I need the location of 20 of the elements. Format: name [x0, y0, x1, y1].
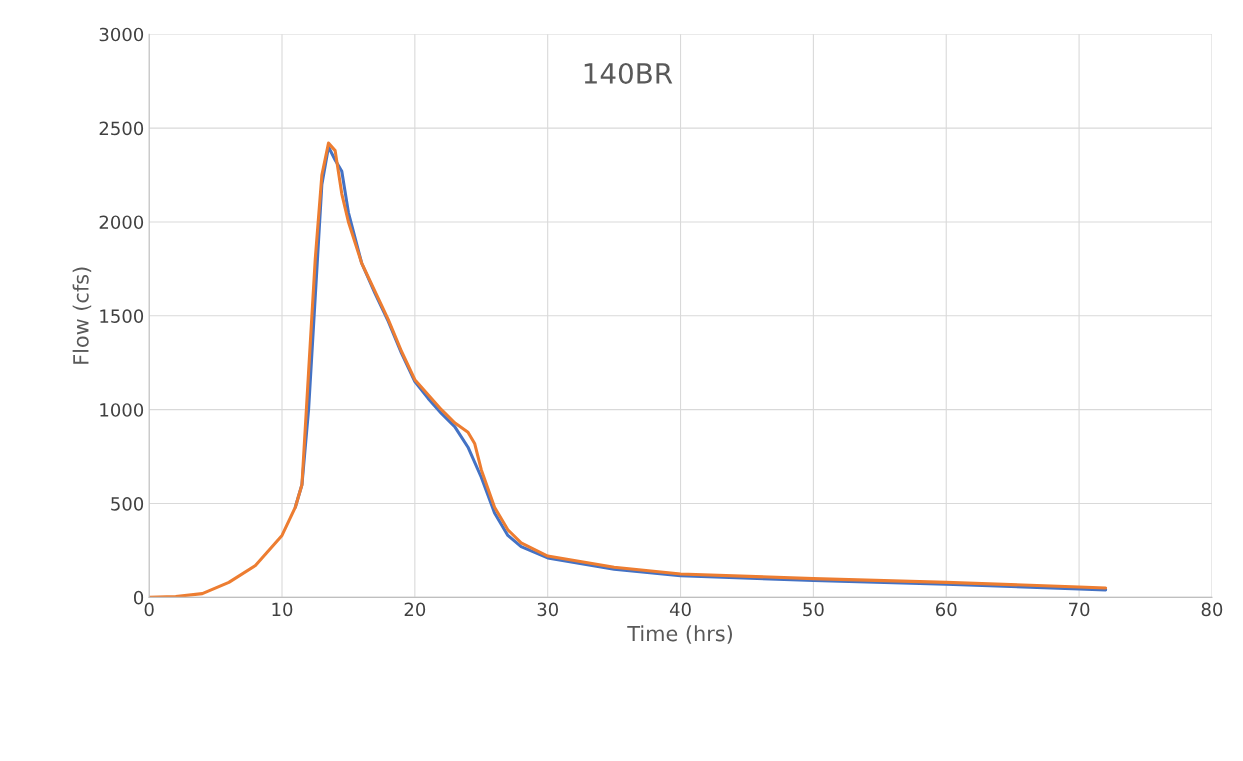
y-tick-label: 500	[111, 496, 144, 511]
x-tick-label: 20	[404, 602, 426, 617]
x-tick-label: 80	[1201, 602, 1223, 617]
x-tick-label: 50	[803, 602, 824, 617]
x-tick-label: 70	[1069, 602, 1090, 617]
y-tick-label: 3000	[99, 27, 144, 42]
x-axis-title: Time (hrs)	[627, 625, 732, 644]
line-series	[149, 141, 1108, 598]
x-tick-label: 0	[144, 602, 154, 617]
y-tick-label: 1500	[100, 309, 144, 323]
x-tick-label: 40	[669, 602, 691, 617]
x-tick-label: 60	[936, 602, 957, 617]
x-tick-label: 10	[272, 602, 293, 617]
y-tick-label: 0	[134, 590, 144, 605]
y-tick-label: 2500	[99, 121, 144, 136]
y-axis-title: Flow (cfs)	[72, 267, 92, 364]
y-tick-label: 2000	[99, 215, 144, 230]
y-tick-label: 1000	[100, 403, 144, 417]
text: 140BR	[584, 62, 673, 84]
x-tick-label: 30	[537, 602, 558, 617]
